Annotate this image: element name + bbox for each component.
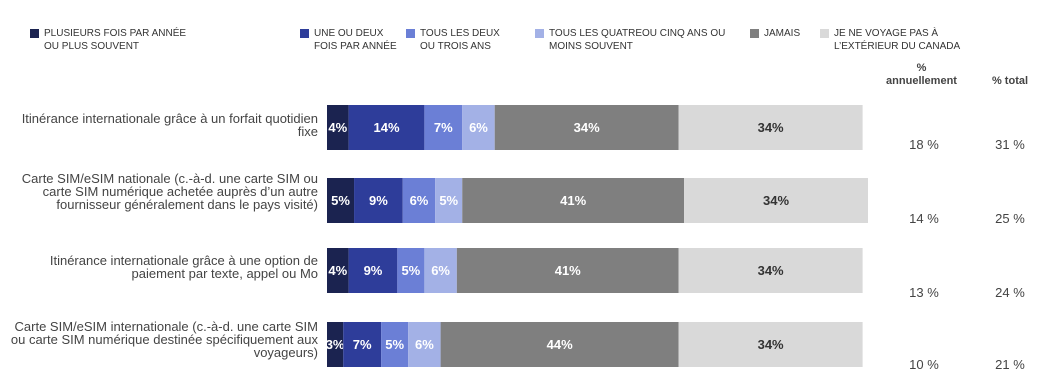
bar-segment (678, 105, 863, 150)
legend-label: JAMAIS (764, 28, 801, 39)
legend-label: TOUS LES DEUX OU TROIS ANS (420, 28, 500, 52)
bar-segment (348, 105, 425, 150)
bar-segment (494, 105, 679, 150)
legend-item: TOUS LES DEUX OU TROIS ANS (406, 27, 516, 55)
value-label: 5% (385, 337, 404, 352)
column-value: 25 % (995, 211, 1025, 226)
legend-swatch (535, 29, 544, 38)
bar-segment (327, 178, 355, 223)
legend-label: UNE OU DEUX FOIS PAR ANNÉE (314, 28, 397, 52)
bar-segment (327, 105, 349, 150)
legend-swatch (300, 29, 309, 38)
column-value: 18 % (909, 137, 939, 152)
value-label: 4% (328, 120, 347, 135)
value-label: 41% (560, 193, 586, 208)
bar-segment (348, 248, 398, 293)
bar-segment (397, 248, 425, 293)
legend-label: JE NE VOYAGE PAS À L’EXTÉRIEUR DU CANADA (834, 28, 961, 52)
legend-item: UNE OU DEUX FOIS PAR ANNÉE (300, 27, 400, 55)
value-label: 34% (758, 120, 784, 135)
bar-segment (424, 105, 463, 150)
category-label: Carte SIM/eSIM nationale (c.-à-d. une ca… (21, 171, 318, 212)
legend-label: TOUS LES QUATREOU CINQ ANS OU MOINS SOUV… (549, 28, 726, 52)
bar-segment (381, 322, 409, 367)
value-label: 5% (331, 193, 350, 208)
value-label: 9% (364, 263, 383, 278)
value-label: 41% (555, 263, 581, 278)
legend-swatch (406, 29, 415, 38)
legend-swatch (30, 29, 39, 38)
value-label: 3% (326, 337, 345, 352)
bar-segment (456, 248, 679, 293)
bar-segment (678, 322, 863, 367)
value-label: 34% (758, 337, 784, 352)
value-label: 6% (410, 193, 429, 208)
value-label: 5% (439, 193, 458, 208)
value-label: 6% (415, 337, 434, 352)
legend-item: JE NE VOYAGE PAS À L’EXTÉRIEUR DU CANADA (820, 27, 1000, 55)
bar-segment (354, 178, 403, 223)
bar-segment (327, 322, 344, 367)
legend-swatch (820, 29, 829, 38)
column-header: % annuellement (886, 62, 957, 87)
bar-segment (435, 178, 463, 223)
bar-segment (684, 178, 868, 223)
legend-item: PLUSIEURS FOIS PAR ANNÉE OU PLUS SOUVENT (30, 27, 200, 55)
value-label: 5% (401, 263, 420, 278)
column-value: 31 % (995, 137, 1025, 152)
value-label: 34% (758, 263, 784, 278)
legend-item: TOUS LES QUATREOU CINQ ANS OU MOINS SOUV… (535, 27, 745, 55)
bar-segment (343, 322, 382, 367)
column-value: 10 % (909, 357, 939, 372)
legend-item: JAMAIS (750, 27, 810, 55)
bar-segment (402, 178, 436, 223)
bar-segment (440, 322, 679, 367)
value-label: 34% (763, 193, 789, 208)
category-label: Carte SIM/eSIM internationale (c.-à-d. u… (10, 319, 318, 360)
value-label: 7% (353, 337, 372, 352)
column-header: % total (991, 75, 1029, 87)
bar-segment (462, 105, 495, 150)
bar-segment (678, 248, 863, 293)
category-label: Itinérance internationale grâce à une op… (49, 253, 318, 281)
value-label: 7% (434, 120, 453, 135)
legend-swatch (750, 29, 759, 38)
value-label: 9% (369, 193, 388, 208)
value-label: 44% (547, 337, 573, 352)
column-value: 14 % (909, 211, 939, 226)
value-label: 4% (328, 263, 347, 278)
column-value: 24 % (995, 285, 1025, 300)
bar-segment (462, 178, 685, 223)
bar-segment (424, 248, 457, 293)
value-label: 6% (469, 120, 488, 135)
bar-segment (408, 322, 441, 367)
column-value: 13 % (909, 285, 939, 300)
value-label: 14% (373, 120, 399, 135)
column-value: 21 % (995, 357, 1025, 372)
category-label: Itinérance internationale grâce à un for… (21, 111, 318, 139)
value-label: 34% (574, 120, 600, 135)
value-label: 6% (431, 263, 450, 278)
bar-segment (327, 248, 349, 293)
legend-label: PLUSIEURS FOIS PAR ANNÉE OU PLUS SOUVENT (44, 28, 187, 52)
